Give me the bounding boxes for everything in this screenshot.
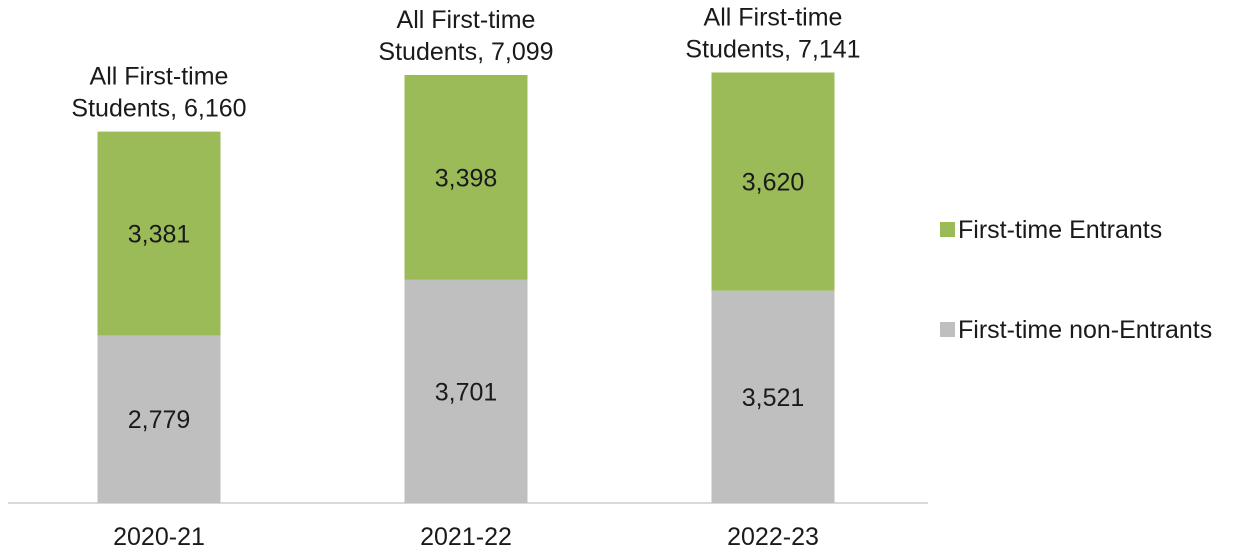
data-label-non-entrants-2021-22: 3,701: [435, 378, 498, 406]
total-label-line1-2020-21: All First-time: [90, 63, 229, 91]
legend-swatch-non-entrants: [940, 322, 955, 337]
bar-non-entrants-2022-23: [711, 290, 835, 503]
x-tick-label-2020-21: 2020-21: [113, 523, 205, 551]
bars-group: [97, 72, 835, 503]
total-label-line1-2021-22: All First-time: [397, 6, 536, 34]
data-label-entrants-2022-23: 3,620: [742, 169, 805, 197]
data-label-non-entrants-2020-21: 2,779: [128, 406, 191, 434]
bar-entrants-2021-22: [404, 75, 528, 280]
labels-group: 2,779 3,381 All First-time Students, 6,160 2…: [71, 3, 860, 551]
total-label-line2-2022-23: Students, 7,141: [685, 35, 860, 63]
data-label-entrants-2020-21: 3,381: [128, 221, 191, 249]
legend: First-time Entrants First-time non-Entran…: [940, 216, 1212, 344]
x-tick-label-2021-22: 2021-22: [420, 523, 512, 551]
bar-non-entrants-2021-22: [404, 279, 528, 503]
total-label-line2-2021-22: Students, 7,099: [378, 38, 553, 66]
data-label-entrants-2021-22: 3,398: [435, 164, 498, 192]
legend-swatch-entrants: [940, 222, 955, 237]
x-tick-label-2022-23: 2022-23: [727, 523, 819, 551]
total-label-line2-2020-21: Students, 6,160: [71, 95, 246, 123]
total-label-line1-2022-23: All First-time: [704, 3, 843, 31]
legend-label-entrants: First-time Entrants: [958, 216, 1162, 244]
bar-non-entrants-2020-21: [97, 335, 221, 503]
data-label-non-entrants-2022-23: 3,521: [742, 384, 805, 412]
bar-entrants-2022-23: [711, 72, 835, 291]
legend-label-non-entrants: First-time non-Entrants: [958, 316, 1212, 344]
bar-entrants-2020-21: [97, 131, 221, 336]
